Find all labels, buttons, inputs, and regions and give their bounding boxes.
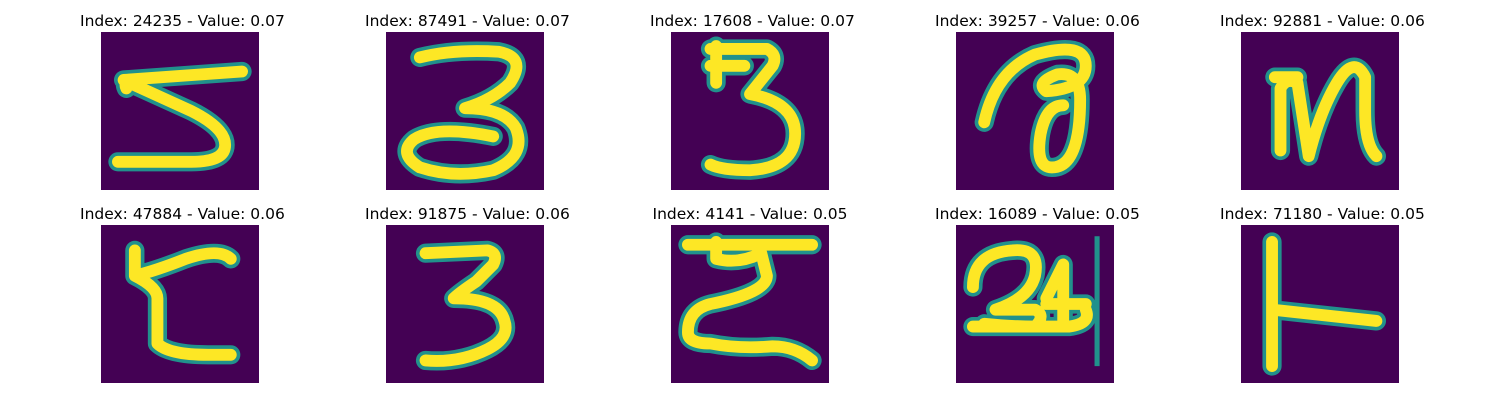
digit-image — [956, 32, 1114, 190]
digit-image — [1241, 225, 1399, 383]
digit-image — [671, 32, 829, 190]
sample-title: Index: 47884 - Value: 0.06 — [80, 205, 285, 223]
sample-title: Index: 87491 - Value: 0.07 — [365, 12, 570, 30]
digit-image — [1241, 32, 1399, 190]
sample-title: Index: 71180 - Value: 0.05 — [1220, 205, 1425, 223]
sample-title: Index: 39257 - Value: 0.06 — [935, 12, 1140, 30]
digit-image — [101, 225, 259, 383]
sample-title: Index: 4141 - Value: 0.05 — [652, 205, 848, 223]
digit-image — [671, 225, 829, 383]
sample-title: Index: 16089 - Value: 0.05 — [935, 205, 1140, 223]
digit-image — [386, 225, 544, 383]
sample-title: Index: 91875 - Value: 0.06 — [365, 205, 570, 223]
sample-title: Index: 92881 - Value: 0.06 — [1220, 12, 1425, 30]
digit-image — [386, 32, 544, 190]
digit-image — [101, 32, 259, 190]
sample-title: Index: 24235 - Value: 0.07 — [80, 12, 285, 30]
digit-image — [956, 225, 1114, 383]
sample-title: Index: 17608 - Value: 0.07 — [650, 12, 855, 30]
